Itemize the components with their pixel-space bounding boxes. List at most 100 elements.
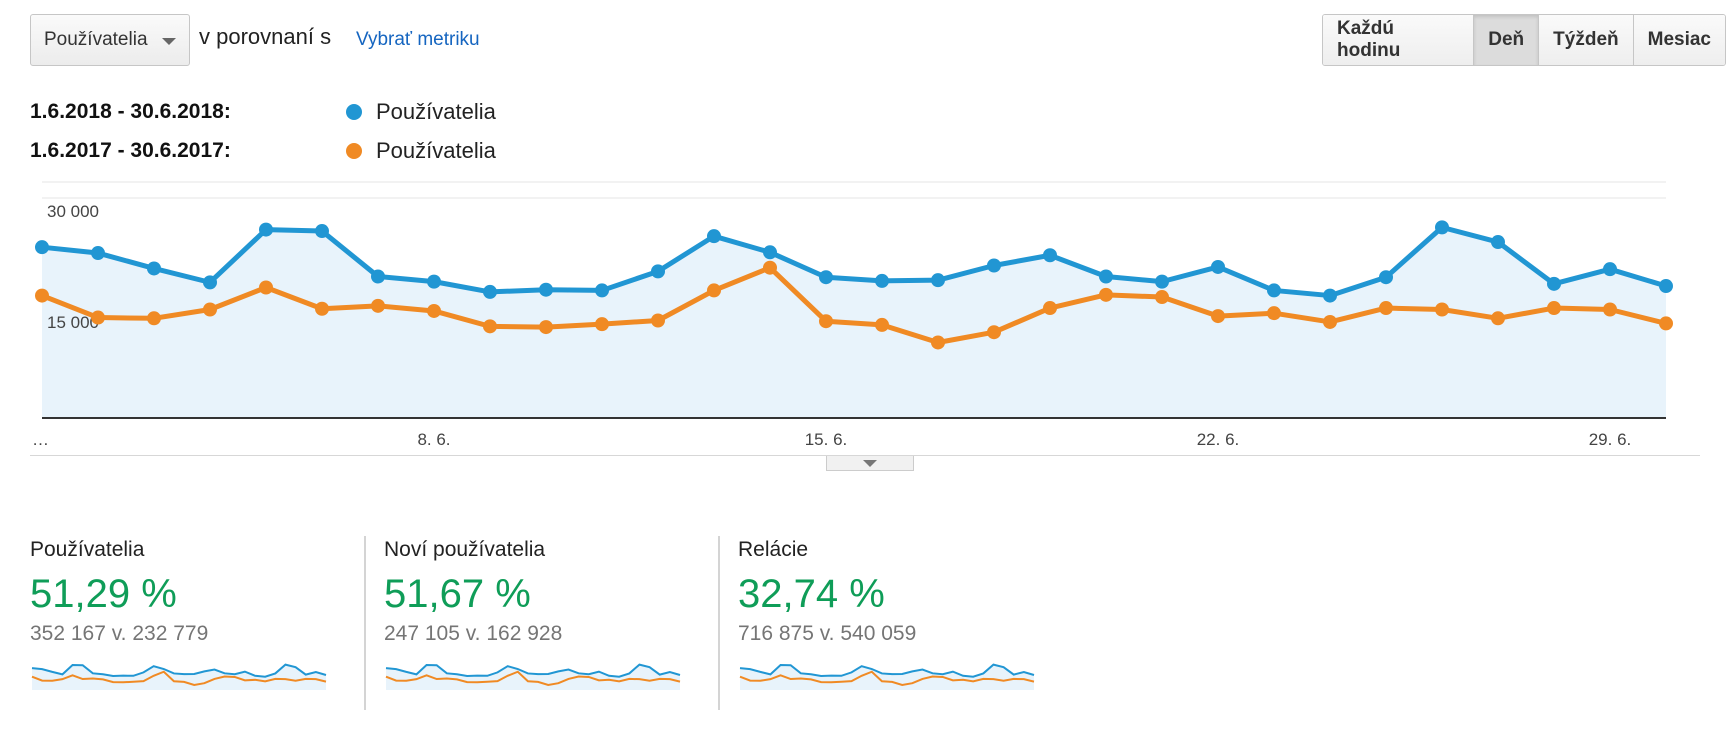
sparkline-area: [740, 664, 1034, 690]
data-point: [1603, 262, 1617, 277]
metric-cards: Používatelia 51,29 % 352 167 v. 232 779 …: [30, 536, 1072, 710]
data-point: [931, 335, 945, 350]
metric-card-sessions[interactable]: Relácie 32,74 % 716 875 v. 540 059: [718, 536, 1072, 710]
data-point: [427, 303, 441, 318]
metric-card-title: Používatelia: [30, 538, 145, 561]
users-line-chart[interactable]: 15 000 30 000 … 8. 6. 15. 6. 22. 6. 29. 6.: [0, 170, 1726, 450]
data-point: [819, 270, 833, 285]
data-point: [35, 240, 49, 255]
metric-card-comparison: 716 875 v. 540 059: [738, 622, 917, 645]
data-point: [1155, 290, 1169, 305]
series-line: [41, 265, 1667, 345]
sparkline-series: [385, 663, 681, 678]
y-tick-label: 15 000: [47, 313, 99, 332]
legend-date-range: 1.6.2017 - 30.6.2017:: [30, 139, 231, 162]
legend-series-name: Používatelia: [376, 99, 496, 124]
x-tick-label: …: [32, 430, 49, 449]
chevron-down-icon: [162, 38, 176, 45]
x-tick-label: 29. 6.: [1589, 430, 1632, 449]
data-point: [707, 229, 721, 244]
data-point: [931, 273, 945, 288]
data-point: [1099, 269, 1113, 284]
data-point: [259, 280, 273, 295]
data-point: [595, 317, 609, 332]
sparkline-area: [32, 664, 326, 690]
legend-series-name: Používatelia: [376, 138, 496, 163]
data-point: [371, 269, 385, 284]
data-point: [315, 301, 329, 316]
sparkline: [739, 663, 1035, 690]
y-tick-label: 30 000: [47, 202, 99, 221]
data-point: [763, 260, 777, 275]
metric-card-title: Noví používatelia: [384, 538, 546, 561]
metric-card-new-users[interactable]: Noví používatelia 51,67 % 247 105 v. 162…: [364, 536, 718, 710]
data-point: [1659, 279, 1673, 294]
sparkline-area: [386, 664, 680, 690]
data-point: [539, 282, 553, 297]
data-point: [987, 258, 1001, 273]
data-point: [1267, 283, 1281, 298]
data-point: [259, 222, 273, 237]
metric-card-comparison: 247 105 v. 162 928: [384, 622, 563, 645]
metric-select[interactable]: Používatelia: [30, 14, 190, 66]
data-point: [203, 275, 217, 290]
sparkline-series: [739, 670, 1035, 687]
granularity-toggle: Každú hodinu Deň Týždeň Mesiac: [1322, 14, 1726, 66]
granularity-month-button[interactable]: Mesiac: [1632, 15, 1725, 65]
data-point: [1491, 311, 1505, 326]
chevron-down-icon: [863, 460, 877, 467]
data-point: [1323, 288, 1337, 303]
data-point: [1379, 270, 1393, 285]
data-point: [1043, 301, 1057, 316]
legend-date-range: 1.6.2018 - 30.6.2018:: [30, 100, 231, 123]
pick-metric-link[interactable]: Vybrať metriku: [356, 29, 480, 50]
granularity-week-button[interactable]: Týždeň: [1538, 15, 1633, 65]
data-point: [595, 283, 609, 298]
data-point: [1267, 306, 1281, 321]
data-point: [1211, 309, 1225, 324]
metric-card-change: 51,67 %: [384, 572, 531, 616]
legend-dot-icon: [346, 143, 362, 159]
granularity-hourly-button[interactable]: Každú hodinu: [1323, 15, 1474, 65]
data-point: [147, 261, 161, 276]
data-point: [1155, 274, 1169, 289]
data-point: [1211, 259, 1225, 274]
data-point: [91, 246, 105, 261]
legend-dot-icon: [346, 104, 362, 120]
data-point: [35, 288, 49, 303]
sparkline: [385, 663, 681, 690]
granularity-day-button[interactable]: Deň: [1473, 15, 1539, 65]
data-point: [1547, 301, 1561, 316]
collapse-chart-button[interactable]: [826, 456, 914, 471]
sparkline-series: [31, 670, 327, 687]
metric-card-users[interactable]: Používatelia 51,29 % 352 167 v. 232 779: [30, 536, 364, 710]
metric-card-change: 32,74 %: [738, 572, 885, 616]
metric-card-title: Relácie: [738, 538, 809, 561]
legend-row-previous: 1.6.2017 - 30.6.2017: Používatelia: [30, 136, 496, 166]
data-point: [1435, 220, 1449, 235]
sparkline-series: [739, 663, 1035, 678]
data-point: [427, 274, 441, 289]
data-point: [875, 317, 889, 332]
data-point: [707, 283, 721, 298]
sparkline-series: [31, 663, 327, 678]
data-point: [763, 245, 777, 260]
data-point: [91, 310, 105, 325]
data-point: [483, 319, 497, 334]
data-point: [1043, 248, 1057, 263]
sparkline-series: [385, 670, 681, 687]
data-point: [1603, 302, 1617, 317]
metric-select-label: Používatelia: [44, 29, 148, 50]
data-point: [819, 314, 833, 329]
data-point: [1435, 302, 1449, 317]
data-point: [651, 313, 665, 328]
data-point: [315, 224, 329, 239]
metric-card-change: 51,29 %: [30, 572, 177, 616]
data-point: [875, 273, 889, 288]
chart-divider: [30, 455, 1700, 456]
data-point: [1323, 314, 1337, 329]
sparkline: [31, 663, 327, 690]
data-point: [1491, 235, 1505, 250]
data-point: [651, 264, 665, 279]
data-point: [1099, 287, 1113, 302]
